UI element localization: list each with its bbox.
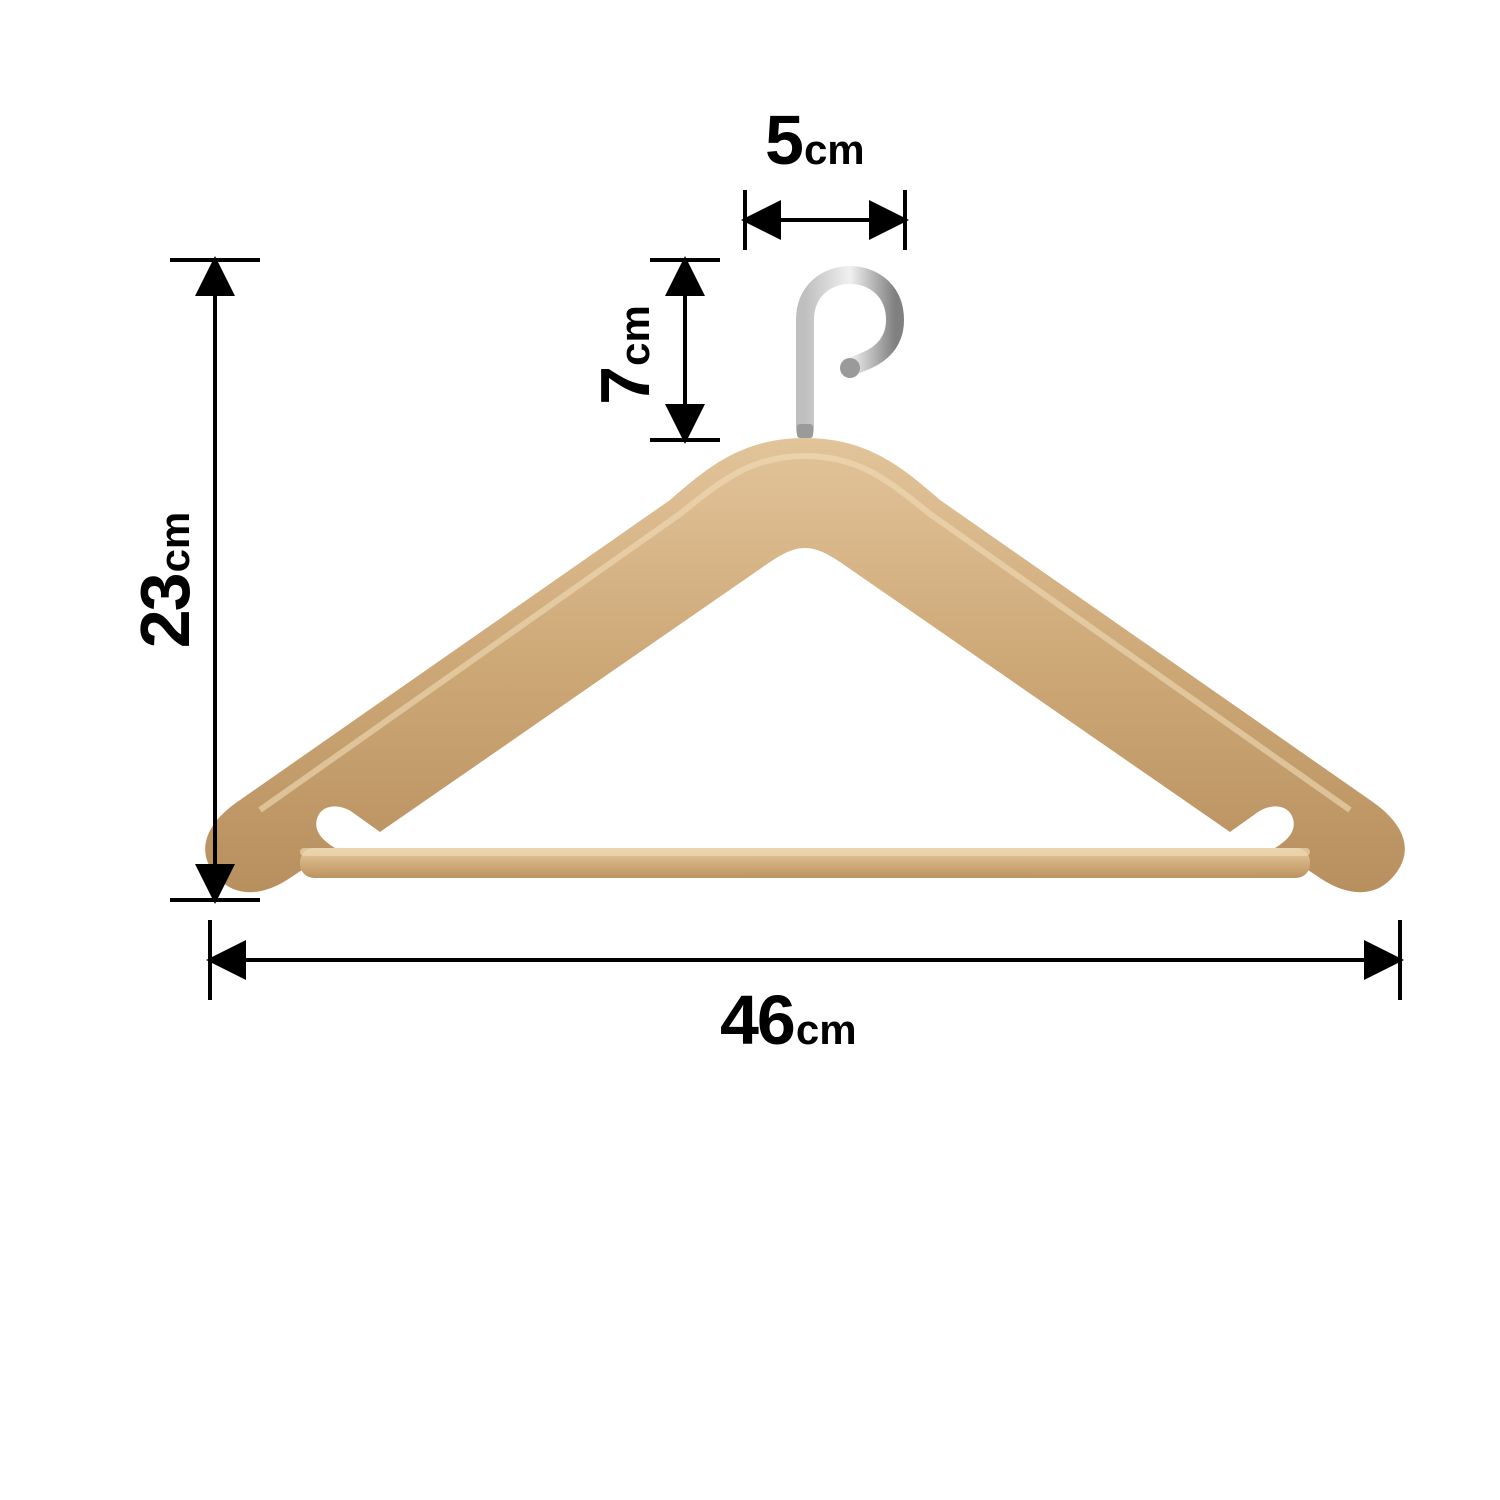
label-width-unit: cm: [796, 1006, 857, 1053]
label-hook-width: 5cm: [765, 100, 865, 180]
hanger-body: [205, 438, 1405, 892]
label-height-unit: cm: [151, 512, 198, 573]
label-width: 46cm: [720, 980, 857, 1060]
label-hook-width-unit: cm: [804, 126, 865, 173]
hanger-hook: [797, 275, 895, 438]
label-hook-height-num: 7: [586, 368, 664, 405]
hanger: [205, 275, 1405, 892]
dim-hook-width: [745, 190, 905, 250]
label-hook-width-num: 5: [765, 101, 802, 179]
diagram-svg: [0, 0, 1500, 1500]
label-hook-height-unit: cm: [611, 305, 658, 366]
hanger-dimension-diagram: 5cm 7cm 23cm 46cm: [0, 0, 1500, 1500]
label-width-num: 46: [720, 981, 794, 1059]
label-height: 23cm: [125, 470, 205, 690]
hanger-bar: [300, 848, 1310, 878]
label-height-num: 23: [126, 574, 204, 648]
label-hook-height: 7cm: [585, 275, 665, 435]
